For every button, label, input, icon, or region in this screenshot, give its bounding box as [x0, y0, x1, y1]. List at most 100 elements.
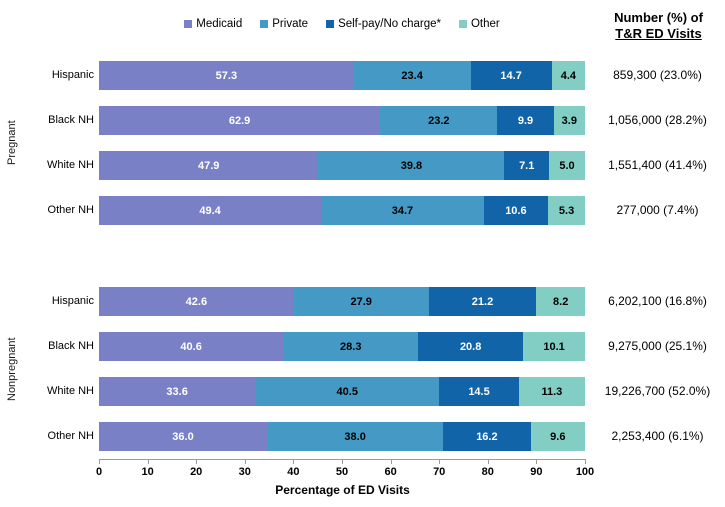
segment-private: 40.5 [255, 377, 440, 406]
segment-selfpay-no-charge: 16.2 [443, 422, 531, 451]
x-tick-label: 70 [433, 466, 446, 478]
bar-row: Black NH 62.9 23.2 9.9 3.9 1,056,000 (28.2%) [0, 106, 725, 135]
x-tick-label: 40 [287, 466, 300, 478]
segment-private: 28.3 [283, 332, 419, 361]
segment-other: 5.3 [548, 196, 585, 225]
segment-value: 42.6 [185, 295, 208, 308]
bar-row: Other NH 36.0 38.0 16.2 9.6 2,253,400 (6.1%) [0, 422, 725, 451]
segment-other: 11.3 [518, 377, 585, 406]
row-total: 859,300 (23.0%) [613, 68, 702, 82]
segment-medicaid: 40.6 [99, 332, 284, 361]
segment-value: 33.6 [166, 385, 188, 398]
legend-swatch-selfpay-no-charge [326, 20, 335, 28]
row-label: Hispanic [51, 69, 94, 81]
row-label: White NH [46, 385, 94, 397]
segment-other: 4.4 [551, 61, 585, 90]
x-tick-label: 20 [190, 466, 203, 478]
segment-value: 5.0 [559, 159, 575, 172]
segment-value: 57.3 [215, 69, 238, 82]
stacked-bar: 33.6 40.5 14.5 11.3 [99, 377, 585, 406]
stacked-bar: 36.0 38.0 16.2 9.6 [99, 422, 585, 451]
segment-value: 49.4 [199, 204, 221, 217]
x-tick [487, 460, 489, 464]
segment-value: 10.1 [543, 340, 565, 353]
legend-label: Private [272, 18, 309, 30]
bar-row: Hispanic 42.6 27.9 21.2 8.2 6,202,100 (16.8%) [0, 287, 725, 316]
segment-value: 11.3 [541, 385, 563, 398]
segment-value: 14.5 [468, 385, 490, 398]
x-tick-label: 90 [530, 466, 543, 478]
segment-value: 16.2 [476, 430, 498, 443]
legend: Medicaid Private Self-pay/No charge* Other [99, 18, 585, 30]
right-column-header: Number (%) of T&R ED Visits [592, 10, 725, 42]
segment-value: 27.9 [350, 295, 372, 308]
segment-medicaid: 62.9 [99, 106, 381, 135]
segment-value: 39.8 [400, 159, 423, 172]
stacked-bar: 49.4 34.7 10.6 5.3 [99, 196, 585, 225]
legend-label: Other [470, 18, 500, 30]
x-axis-title: Percentage of ED Visits [275, 483, 410, 497]
legend-swatch-private [260, 20, 269, 28]
segment-selfpay-no-charge: 7.1 [504, 151, 550, 180]
legend-label: Medicaid [196, 18, 243, 30]
row-label: Black NH [48, 114, 94, 126]
segment-value: 7.1 [519, 159, 535, 172]
segment-value: 3.9 [561, 114, 577, 127]
segment-value: 23.2 [428, 114, 450, 127]
x-tick [390, 460, 392, 464]
segment-selfpay-no-charge: 9.9 [497, 106, 554, 135]
segment-value: 23.4 [401, 69, 423, 82]
x-tick [244, 460, 246, 464]
bar-row: Hispanic 57.3 23.4 14.7 4.4 859,300 (23.0%) [0, 61, 725, 90]
segment-value: 5.3 [558, 204, 575, 217]
bar-row: Black NH 40.6 28.3 20.8 10.1 9,275,000 (25.1%… [0, 332, 725, 361]
x-tick-label: 100 [575, 466, 595, 478]
segment-value: 47.9 [198, 159, 220, 172]
segment-selfpay-no-charge: 10.6 [483, 196, 549, 225]
bar-row: White NH 47.9 39.8 7.1 5.0 1,551,400 (41.4%) [0, 151, 725, 180]
row-label: Other NH [47, 204, 94, 216]
segment-value: 36.0 [172, 430, 194, 443]
segment-other: 5.0 [549, 151, 585, 180]
segment-other: 10.1 [523, 332, 586, 361]
x-tick-label: 0 [95, 466, 103, 478]
segment-selfpay-no-charge: 20.8 [418, 332, 524, 361]
x-tick [293, 460, 295, 464]
x-axis: 0 10 20 30 40 50 60 70 80 90 100 [96, 459, 594, 478]
segment-medicaid: 33.6 [99, 377, 256, 406]
bar-row: White NH 33.6 40.5 14.5 11.3 19,226,700 (52.0… [0, 377, 725, 406]
segment-selfpay-no-charge: 14.5 [439, 377, 519, 406]
segment-other: 9.6 [530, 422, 585, 451]
segment-value: 14.7 [500, 69, 522, 82]
segment-other: 8.2 [536, 287, 585, 316]
segment-medicaid: 42.6 [99, 287, 294, 316]
segment-value: 20.8 [459, 340, 482, 353]
right-column-header-line1: Number (%) of [614, 10, 703, 25]
segment-private: 34.7 [321, 196, 484, 225]
segment-value: 62.9 [228, 114, 251, 127]
legend-item: Medicaid [184, 18, 242, 30]
segment-value: 38.0 [344, 430, 366, 443]
x-tick-label: 50 [335, 466, 349, 478]
segment-value: 9.6 [550, 430, 566, 443]
row-total: 6,202,100 (16.8%) [608, 294, 707, 308]
right-column-header-line2: T&R ED Visits [615, 26, 702, 41]
x-tick [585, 460, 586, 464]
x-tick [342, 460, 343, 464]
segment-value: 9.9 [517, 114, 534, 127]
x-tick [439, 460, 441, 464]
segment-value: 4.4 [560, 69, 577, 82]
x-tick-label: 10 [141, 466, 154, 478]
row-total: 1,551,400 (41.4%) [608, 158, 707, 172]
row-total: 1,056,000 (28.2%) [608, 113, 707, 127]
x-tick-label: 30 [238, 466, 251, 478]
segment-medicaid: 57.3 [99, 61, 354, 90]
segment-value: 28.3 [340, 340, 362, 353]
legend-item: Self-pay/No charge* [326, 18, 441, 30]
stacked-bar: 62.9 23.2 9.9 3.9 [99, 106, 586, 135]
segment-selfpay-no-charge: 21.2 [428, 287, 537, 316]
legend-label: Self-pay/No charge* [338, 18, 441, 30]
segment-value: 8.2 [553, 295, 569, 308]
segment-value: 21.2 [471, 295, 494, 308]
